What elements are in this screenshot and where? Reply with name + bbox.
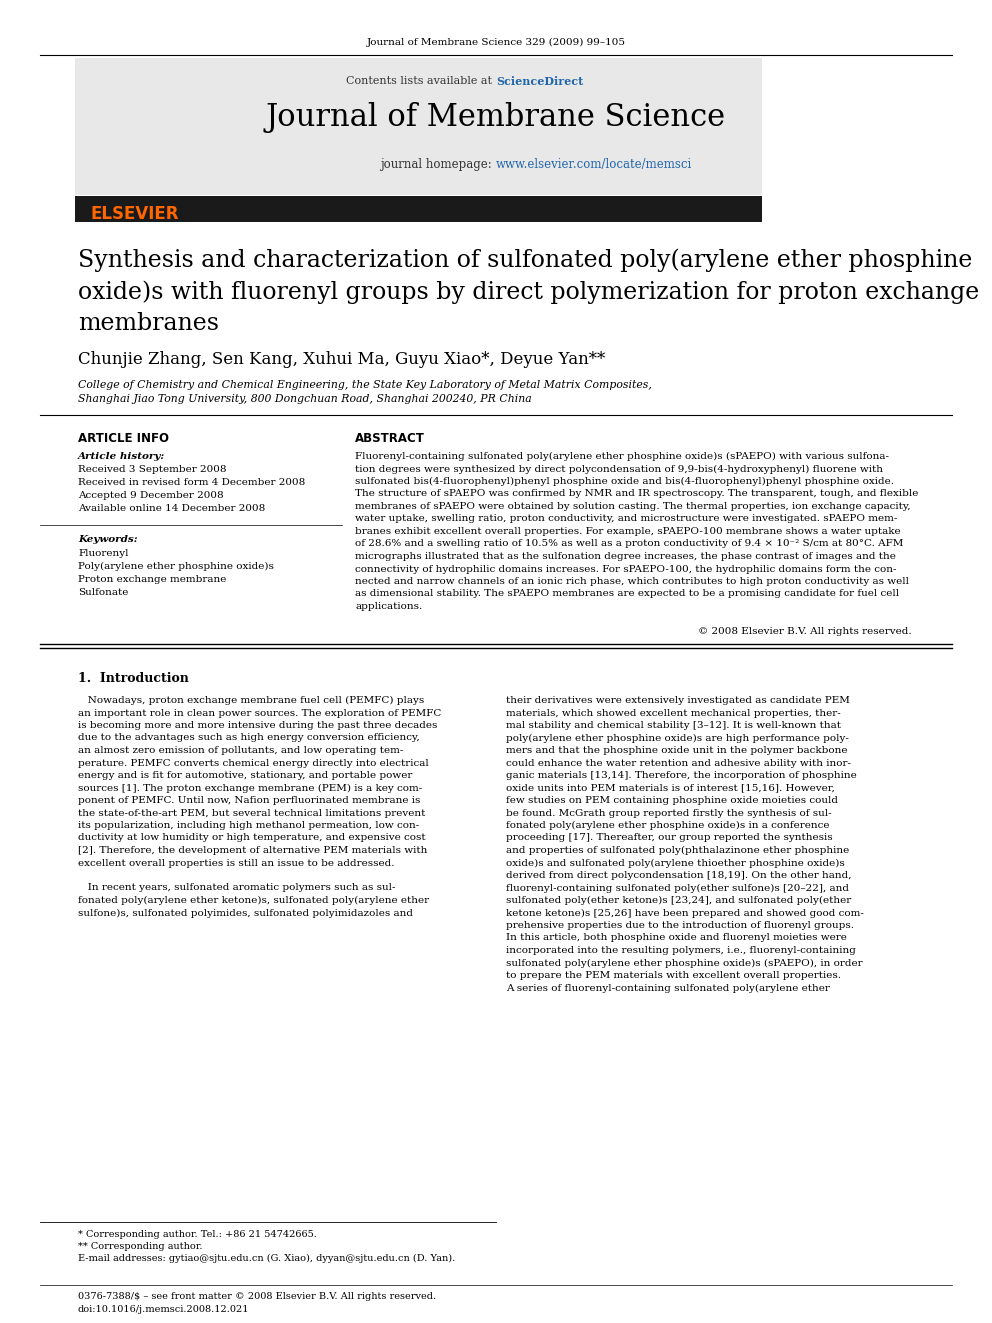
Text: materials, which showed excellent mechanical properties, ther-: materials, which showed excellent mechan… bbox=[506, 709, 841, 717]
Text: journal homepage:: journal homepage: bbox=[381, 157, 496, 171]
Text: A series of fluorenyl-containing sulfonated poly(arylene ether: A series of fluorenyl-containing sulfona… bbox=[506, 983, 830, 992]
FancyBboxPatch shape bbox=[75, 58, 762, 194]
Text: an important role in clean power sources. The exploration of PEMFC: an important role in clean power sources… bbox=[78, 709, 441, 717]
Text: branes exhibit excellent overall properties. For example, sPAEPO-100 membrane sh: branes exhibit excellent overall propert… bbox=[355, 527, 901, 536]
Text: [2]. Therefore, the development of alternative PEM materials with: [2]. Therefore, the development of alter… bbox=[78, 845, 428, 855]
Text: sulfonated poly(arylene ether phosphine oxide)s (sPAEPO), in order: sulfonated poly(arylene ether phosphine … bbox=[506, 958, 863, 967]
Text: connectivity of hydrophilic domains increases. For sPAEPO-100, the hydrophilic d: connectivity of hydrophilic domains incr… bbox=[355, 565, 897, 573]
Text: excellent overall properties is still an issue to be addressed.: excellent overall properties is still an… bbox=[78, 859, 395, 868]
Text: Contents lists available at: Contents lists available at bbox=[346, 75, 496, 86]
Text: oxide)s with fluorenyl groups by direct polymerization for proton exchange: oxide)s with fluorenyl groups by direct … bbox=[78, 280, 979, 303]
Text: 0376-7388/$ – see front matter © 2008 Elsevier B.V. All rights reserved.: 0376-7388/$ – see front matter © 2008 El… bbox=[78, 1293, 436, 1301]
Text: sulfonated poly(ether ketone)s [23,24], and sulfonated poly(ether: sulfonated poly(ether ketone)s [23,24], … bbox=[506, 896, 851, 905]
Text: Journal of Membrane Science: Journal of Membrane Science bbox=[266, 102, 726, 134]
Text: fonated poly(arylene ether phosphine oxide)s in a conference: fonated poly(arylene ether phosphine oxi… bbox=[506, 822, 829, 830]
Text: fluorenyl-containing sulfonated poly(ether sulfone)s [20–22], and: fluorenyl-containing sulfonated poly(eth… bbox=[506, 884, 849, 893]
Text: be found. McGrath group reported firstly the synthesis of sul-: be found. McGrath group reported firstly… bbox=[506, 808, 831, 818]
Text: Sulfonate: Sulfonate bbox=[78, 587, 128, 597]
Text: ARTICLE INFO: ARTICLE INFO bbox=[78, 433, 169, 445]
Text: proceeding [17]. Thereafter, our group reported the synthesis: proceeding [17]. Thereafter, our group r… bbox=[506, 833, 832, 843]
Text: ganic materials [13,14]. Therefore, the incorporation of phosphine: ganic materials [13,14]. Therefore, the … bbox=[506, 771, 857, 781]
Text: ketone ketone)s [25,26] have been prepared and showed good com-: ketone ketone)s [25,26] have been prepar… bbox=[506, 909, 864, 918]
Text: ScienceDirect: ScienceDirect bbox=[496, 75, 583, 87]
Text: Available online 14 December 2008: Available online 14 December 2008 bbox=[78, 504, 265, 513]
Text: is becoming more and more intensive during the past three decades: is becoming more and more intensive duri… bbox=[78, 721, 437, 730]
Text: nected and narrow channels of an ionic rich phase, which contributes to high pro: nected and narrow channels of an ionic r… bbox=[355, 577, 909, 586]
Text: energy and is fit for automotive, stationary, and portable power: energy and is fit for automotive, statio… bbox=[78, 771, 413, 781]
Text: Shanghai Jiao Tong University, 800 Dongchuan Road, Shanghai 200240, PR China: Shanghai Jiao Tong University, 800 Dongc… bbox=[78, 394, 532, 404]
Text: www.elsevier.com/locate/memsci: www.elsevier.com/locate/memsci bbox=[496, 157, 692, 171]
Text: Received in revised form 4 December 2008: Received in revised form 4 December 2008 bbox=[78, 478, 306, 487]
Text: In this article, both phosphine oxide and fluorenyl moieties were: In this article, both phosphine oxide an… bbox=[506, 934, 847, 942]
Text: Proton exchange membrane: Proton exchange membrane bbox=[78, 576, 226, 583]
Text: membranes: membranes bbox=[78, 312, 219, 335]
Text: membranes of sPAEPO were obtained by solution casting. The thermal properties, i: membranes of sPAEPO were obtained by sol… bbox=[355, 501, 911, 511]
Text: due to the advantages such as high energy conversion efficiency,: due to the advantages such as high energ… bbox=[78, 733, 420, 742]
Text: sources [1]. The proton exchange membrane (PEM) is a key com-: sources [1]. The proton exchange membran… bbox=[78, 783, 423, 792]
Text: Accepted 9 December 2008: Accepted 9 December 2008 bbox=[78, 491, 223, 500]
Text: In recent years, sulfonated aromatic polymers such as sul-: In recent years, sulfonated aromatic pol… bbox=[78, 884, 396, 893]
Text: Received 3 September 2008: Received 3 September 2008 bbox=[78, 464, 226, 474]
Text: as dimensional stability. The sPAEPO membranes are expected to be a promising ca: as dimensional stability. The sPAEPO mem… bbox=[355, 590, 899, 598]
Text: poly(arylene ether phosphine oxide)s are high performance poly-: poly(arylene ether phosphine oxide)s are… bbox=[506, 733, 849, 742]
FancyBboxPatch shape bbox=[75, 196, 762, 222]
Text: © 2008 Elsevier B.V. All rights reserved.: © 2008 Elsevier B.V. All rights reserved… bbox=[698, 627, 912, 636]
Text: fonated poly(arylene ether ketone)s, sulfonated poly(arylene ether: fonated poly(arylene ether ketone)s, sul… bbox=[78, 896, 430, 905]
Text: few studies on PEM containing phosphine oxide moieties could: few studies on PEM containing phosphine … bbox=[506, 796, 838, 804]
Text: ** Corresponding author.: ** Corresponding author. bbox=[78, 1242, 202, 1252]
Text: sulfonated bis(4-fluorophenyl)phenyl phosphine oxide and bis(4-fluorophenyl)phen: sulfonated bis(4-fluorophenyl)phenyl pho… bbox=[355, 478, 894, 486]
Text: the state-of-the-art PEM, but several technical limitations prevent: the state-of-the-art PEM, but several te… bbox=[78, 808, 426, 818]
Text: 1.  Introduction: 1. Introduction bbox=[78, 672, 188, 685]
Text: Article history:: Article history: bbox=[78, 452, 166, 460]
Text: oxide units into PEM materials is of interest [15,16]. However,: oxide units into PEM materials is of int… bbox=[506, 783, 835, 792]
Text: and properties of sulfonated poly(phthalazinone ether phosphine: and properties of sulfonated poly(phthal… bbox=[506, 845, 849, 855]
Text: Chunjie Zhang, Sen Kang, Xuhui Ma, Guyu Xiao*, Deyue Yan**: Chunjie Zhang, Sen Kang, Xuhui Ma, Guyu … bbox=[78, 351, 605, 368]
Text: doi:10.1016/j.memsci.2008.12.021: doi:10.1016/j.memsci.2008.12.021 bbox=[78, 1304, 250, 1314]
Text: sulfone)s, sulfonated polyimides, sulfonated polyimidazoles and: sulfone)s, sulfonated polyimides, sulfon… bbox=[78, 909, 413, 918]
Text: prehensive properties due to the introduction of fluorenyl groups.: prehensive properties due to the introdu… bbox=[506, 921, 854, 930]
Text: applications.: applications. bbox=[355, 602, 423, 611]
Text: its popularization, including high methanol permeation, low con-: its popularization, including high metha… bbox=[78, 822, 420, 830]
Text: ponent of PEMFC. Until now, Nafion perfluorinated membrane is: ponent of PEMFC. Until now, Nafion perfl… bbox=[78, 796, 421, 804]
Text: derived from direct polycondensation [18,19]. On the other hand,: derived from direct polycondensation [18… bbox=[506, 871, 851, 880]
Text: ductivity at low humidity or high temperature, and expensive cost: ductivity at low humidity or high temper… bbox=[78, 833, 426, 843]
Text: tion degrees were synthesized by direct polycondensation of 9,9-bis(4-hydroxyphe: tion degrees were synthesized by direct … bbox=[355, 464, 883, 474]
Text: Keywords:: Keywords: bbox=[78, 534, 138, 544]
Text: Poly(arylene ether phosphine oxide)s: Poly(arylene ether phosphine oxide)s bbox=[78, 562, 274, 572]
Text: water uptake, swelling ratio, proton conductivity, and microstructure were inves: water uptake, swelling ratio, proton con… bbox=[355, 515, 898, 524]
Text: an almost zero emission of pollutants, and low operating tem-: an almost zero emission of pollutants, a… bbox=[78, 746, 404, 755]
Text: E-mail addresses: gytiao@sjtu.edu.cn (G. Xiao), dyyan@sjtu.edu.cn (D. Yan).: E-mail addresses: gytiao@sjtu.edu.cn (G.… bbox=[78, 1254, 455, 1263]
Text: mal stability and chemical stability [3–12]. It is well-known that: mal stability and chemical stability [3–… bbox=[506, 721, 841, 730]
Text: oxide)s and sulfonated poly(arylene thioether phosphine oxide)s: oxide)s and sulfonated poly(arylene thio… bbox=[506, 859, 845, 868]
Text: micrographs illustrated that as the sulfonation degree increases, the phase cont: micrographs illustrated that as the sulf… bbox=[355, 552, 896, 561]
Text: Journal of Membrane Science 329 (2009) 99–105: Journal of Membrane Science 329 (2009) 9… bbox=[366, 38, 626, 48]
Text: Fluorenyl-containing sulfonated poly(arylene ether phosphine oxide)s (sPAEPO) wi: Fluorenyl-containing sulfonated poly(ary… bbox=[355, 452, 889, 462]
Text: mers and that the phosphine oxide unit in the polymer backbone: mers and that the phosphine oxide unit i… bbox=[506, 746, 847, 755]
Text: Nowadays, proton exchange membrane fuel cell (PEMFC) plays: Nowadays, proton exchange membrane fuel … bbox=[78, 696, 425, 705]
Text: Fluorenyl: Fluorenyl bbox=[78, 549, 129, 558]
Text: to prepare the PEM materials with excellent overall properties.: to prepare the PEM materials with excell… bbox=[506, 971, 841, 980]
Text: their derivatives were extensively investigated as candidate PEM: their derivatives were extensively inves… bbox=[506, 696, 850, 705]
Text: of 28.6% and a swelling ratio of 10.5% as well as a proton conductivity of 9.4 ×: of 28.6% and a swelling ratio of 10.5% a… bbox=[355, 540, 904, 549]
Text: perature. PEMFC converts chemical energy directly into electrical: perature. PEMFC converts chemical energy… bbox=[78, 758, 429, 767]
Text: Synthesis and characterization of sulfonated poly(arylene ether phosphine: Synthesis and characterization of sulfon… bbox=[78, 247, 972, 271]
Text: The structure of sPAEPO was confirmed by NMR and IR spectroscopy. The transparen: The structure of sPAEPO was confirmed by… bbox=[355, 490, 919, 499]
Text: incorporated into the resulting polymers, i.e., fluorenyl-containing: incorporated into the resulting polymers… bbox=[506, 946, 856, 955]
Text: could enhance the water retention and adhesive ability with inor-: could enhance the water retention and ad… bbox=[506, 758, 851, 767]
Text: College of Chemistry and Chemical Engineering, the State Key Laboratory of Metal: College of Chemistry and Chemical Engine… bbox=[78, 380, 652, 390]
Text: ABSTRACT: ABSTRACT bbox=[355, 433, 425, 445]
Text: * Corresponding author. Tel.: +86 21 54742665.: * Corresponding author. Tel.: +86 21 547… bbox=[78, 1230, 316, 1240]
Text: ELSEVIER: ELSEVIER bbox=[90, 205, 179, 224]
